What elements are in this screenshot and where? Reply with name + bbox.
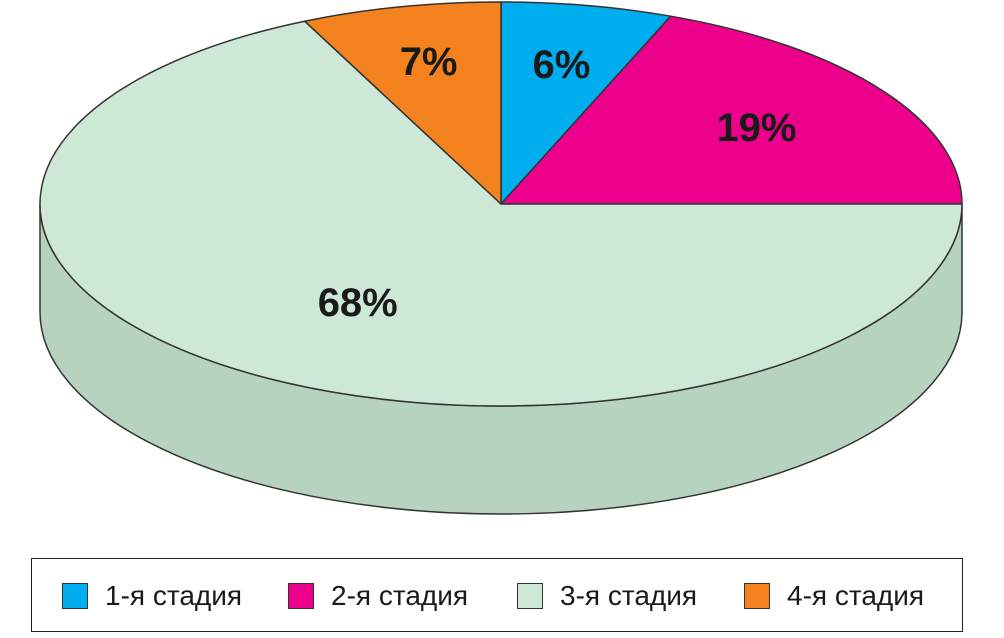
legend-label-stage-2: 2-я стадия [331,580,469,611]
legend-label-stage-4: 4-я стадия [787,580,925,611]
data-label-3-я-стадия: 68% [318,281,398,325]
legend-swatch-stage-3 [517,583,543,609]
legend-swatch-stage-4 [744,583,770,609]
legend-item-stage-4: 4-я стадия [744,559,924,633]
data-label-4-я-стадия: 7% [400,40,458,84]
chart-legend: 1-я стадия 2-я стадия 3-я стадия 4-я ста… [31,558,963,632]
pie-chart: 6% 19% 68% 7% [39,1,963,515]
pie-slice-2-я-стадия [500,15,963,205]
legend-swatch-stage-1 [62,583,88,609]
legend-item-stage-1: 1-я стадия [62,559,242,633]
legend-label-stage-1: 1-я стадия [105,580,243,611]
pie-top-group [39,1,963,407]
legend-label-stage-3: 3-я стадия [560,580,698,611]
pie-slice-3-я-стадия [39,20,963,407]
pie-slice-4-я-стадия [303,1,502,205]
data-label-1-я-стадия: 6% [533,43,591,87]
data-label-2-я-стадия: 19% [716,106,796,150]
legend-item-stage-2: 2-я стадия [288,559,468,633]
pie-labels-group: 6% 19% 68% 7% [318,40,797,325]
pie-slice-1-я-стадия [500,1,672,205]
legend-swatch-stage-2 [288,583,314,609]
legend-item-stage-3: 3-я стадия [517,559,697,633]
